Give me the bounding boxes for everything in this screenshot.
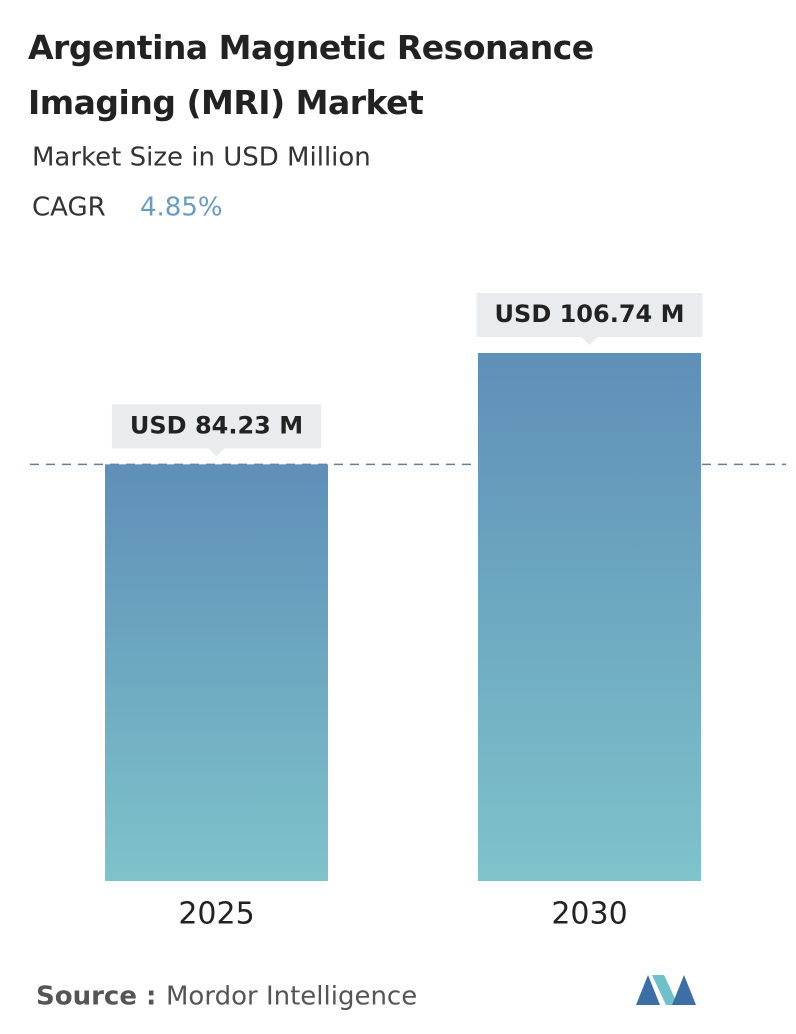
value-label-box (476, 293, 703, 345)
logo (636, 975, 696, 1005)
cagr-value: 4.85% (140, 193, 223, 223)
cagr-label: CAGR (32, 193, 106, 223)
chart-subtitle: Market Size in USD Million (32, 143, 371, 173)
value-label: USD 106.74 M (495, 300, 685, 328)
bar (478, 353, 701, 881)
source: Mordor Intelligence (166, 982, 417, 1012)
value-label: USD 84.23 M (130, 411, 303, 439)
bar (105, 464, 328, 881)
x-tick-label: 2025 (178, 897, 254, 932)
chart-title: Argentina Magnetic Resonance Imaging (MR… (28, 28, 594, 122)
source-label: Source : (36, 982, 156, 1012)
value-label-box (111, 404, 322, 457)
x-tick-label: 2030 (551, 897, 627, 932)
title-box: Argentina Magnetic Resonance Imaging (MR… (28, 28, 594, 122)
